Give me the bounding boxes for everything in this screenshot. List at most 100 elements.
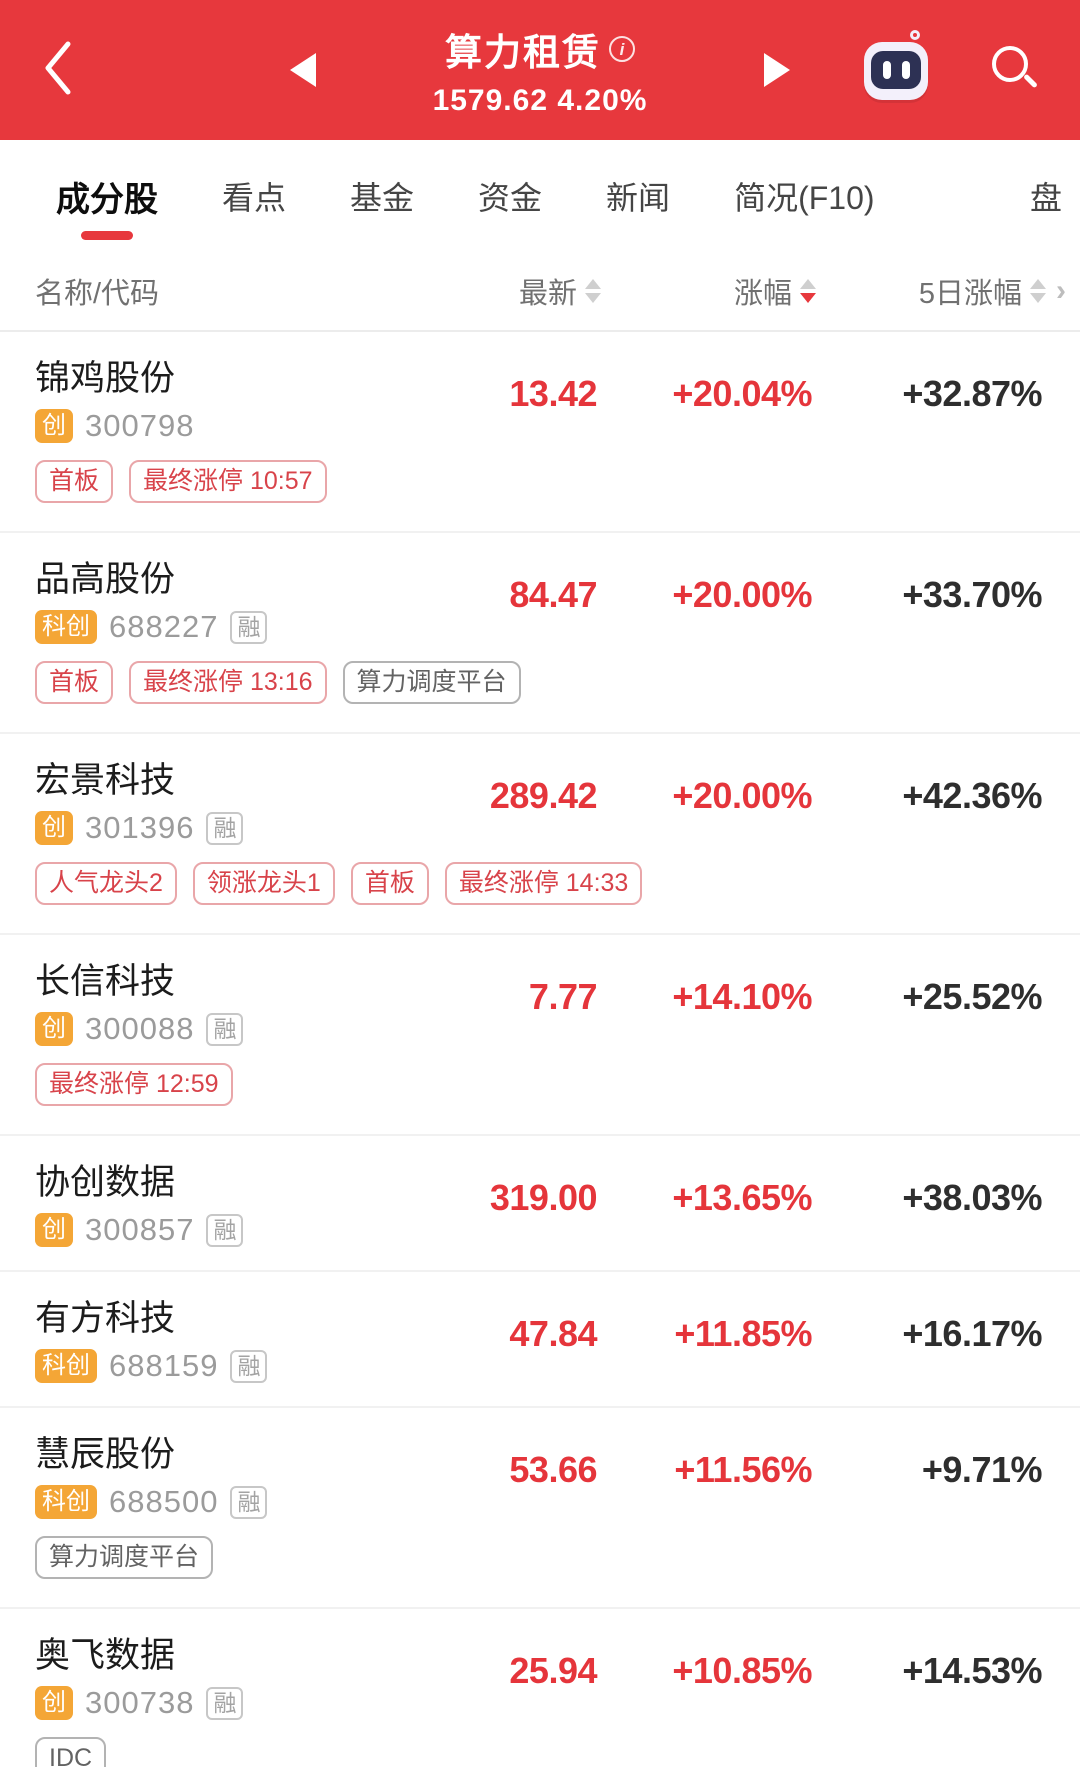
stock-name: 锦鸡股份: [35, 359, 176, 398]
change-percent: +20.00%: [672, 775, 812, 816]
change-percent: +11.56%: [674, 1449, 812, 1490]
final-limit-time-tag: 最终涨停 12:59: [35, 1063, 233, 1106]
stock-code: 688159: [109, 1348, 219, 1383]
change5d-percent: +33.70%: [902, 574, 1042, 615]
final-limit-time-tag: 最终涨停 10:57: [129, 460, 327, 503]
stock-name: 奥飞数据: [35, 1636, 176, 1675]
stock-name: 品高股份: [35, 560, 176, 599]
latest-price: 289.42: [489, 775, 598, 816]
back-icon[interactable]: [40, 38, 74, 98]
sort-icon: [585, 279, 601, 303]
stock-row[interactable]: 品高股份 科创 688227 融 首板 最终涨停 13:16 算力调度平台 84…: [0, 533, 1080, 734]
stock-row[interactable]: 有方科技 科创 688159 融 47.84 +11.85% +16.17%: [0, 1272, 1080, 1408]
tab-capital[interactable]: 资金: [478, 180, 543, 216]
stock-code: 688500: [109, 1484, 219, 1519]
change-percent: +20.04%: [672, 373, 812, 414]
stock-name: 协创数据: [35, 1163, 176, 1202]
latest-price: 53.66: [509, 1449, 597, 1490]
tab-funds[interactable]: 基金: [350, 180, 415, 216]
stock-name: 有方科技: [35, 1299, 176, 1338]
stock-row[interactable]: 宏景科技 创 301396 融 人气龙头2 领涨龙头1 首板 最终涨停 14:3…: [0, 734, 1080, 935]
concept-tag: 算力调度平台: [35, 1536, 214, 1579]
limit-up-tag: 首板: [35, 661, 114, 704]
column-change-sort[interactable]: 涨幅: [601, 270, 816, 312]
tab-market[interactable]: 盘: [1029, 180, 1062, 216]
final-limit-time-tag: 最终涨停 13:16: [129, 661, 327, 704]
latest-price: 47.84: [509, 1313, 597, 1354]
assistant-robot-icon[interactable]: [864, 30, 928, 100]
board-badge: 科创: [35, 1485, 97, 1519]
search-icon[interactable]: [992, 46, 1028, 82]
column-name-code: 名称/代码: [35, 278, 160, 310]
latest-price: 25.94: [509, 1650, 597, 1691]
tab-highlights[interactable]: 看点: [222, 180, 287, 216]
stock-row[interactable]: 协创数据 创 300857 融 319.00 +13.65% +38.03%: [0, 1136, 1080, 1272]
margin-badge: 融: [206, 1686, 244, 1720]
column-latest-sort[interactable]: 最新: [411, 270, 601, 312]
latest-price: 7.77: [528, 976, 598, 1017]
stock-code: 300857: [85, 1212, 195, 1247]
active-tab-underline: [81, 231, 133, 240]
concept-tag: IDC: [35, 1737, 107, 1767]
prev-sector-icon[interactable]: [290, 53, 316, 87]
change-percent: +13.65%: [672, 1177, 812, 1218]
change5d-percent: +14.53%: [902, 1650, 1042, 1691]
stock-code: 300798: [85, 408, 195, 443]
app-bar: 算力租赁 i 1579.62 4.20%: [0, 0, 1080, 140]
change-percent: +11.85%: [674, 1313, 812, 1354]
sort-icon-desc-active: [800, 279, 816, 303]
stock-code: 300738: [85, 1685, 195, 1720]
tab-profile-f10[interactable]: 简况(F10): [734, 180, 875, 216]
board-badge: 创: [35, 1213, 73, 1247]
change-percent: +10.85%: [672, 1650, 812, 1691]
change5d-percent: +16.17%: [902, 1313, 1042, 1354]
table-header: 名称/代码 最新 涨幅 5日涨幅 ›: [0, 252, 1080, 332]
latest-price: 13.42: [509, 373, 597, 414]
change-percent: +14.10%: [672, 976, 812, 1017]
limit-up-tag: 首板: [350, 862, 429, 905]
title-block: 算力租赁 i 1579.62 4.20%: [433, 22, 648, 118]
next-sector-icon[interactable]: [764, 53, 790, 87]
stock-code: 301396: [85, 810, 195, 845]
margin-badge: 融: [230, 1485, 268, 1519]
stock-row[interactable]: 慧辰股份 科创 688500 融 算力调度平台 53.66 +11.56% +9…: [0, 1408, 1080, 1609]
tab-constituents[interactable]: 成分股: [56, 140, 158, 252]
info-icon[interactable]: i: [609, 36, 635, 62]
board-badge: 创: [35, 811, 73, 845]
stock-row[interactable]: 奥飞数据 创 300738 融 IDC 25.94 +10.85% +14.53…: [0, 1609, 1080, 1767]
popularity-leader-tag: 人气龙头2: [35, 862, 177, 905]
column-change5d-sort[interactable]: 5日涨幅: [816, 270, 1046, 312]
stock-code: 300088: [85, 1011, 195, 1046]
change5d-percent: +9.71%: [921, 1449, 1043, 1490]
board-badge: 创: [35, 1012, 73, 1046]
sort-icon: [1030, 279, 1046, 303]
board-badge: 创: [35, 1686, 73, 1720]
board-badge: 科创: [35, 1349, 97, 1383]
stock-row[interactable]: 锦鸡股份 创 300798 首板 最终涨停 10:57 13.42 +20.04…: [0, 332, 1080, 533]
index-change: 4.20%: [557, 84, 648, 117]
more-columns-chevron-icon[interactable]: ›: [1056, 274, 1066, 307]
margin-badge: 融: [230, 610, 268, 644]
final-limit-time-tag: 最终涨停 14:33: [444, 862, 643, 905]
limit-up-tag: 首板: [35, 460, 114, 503]
stock-row[interactable]: 长信科技 创 300088 融 最终涨停 12:59 7.77 +14.10% …: [0, 935, 1080, 1136]
robot-antenna: [910, 30, 920, 40]
margin-badge: 融: [206, 811, 244, 845]
latest-price: 84.47: [509, 574, 597, 615]
page-title: 算力租赁: [445, 32, 601, 73]
robot-face: [871, 51, 921, 89]
change5d-percent: +25.52%: [902, 976, 1042, 1017]
stock-code: 688227: [109, 609, 219, 644]
stock-name: 慧辰股份: [35, 1435, 176, 1474]
margin-badge: 融: [206, 1213, 244, 1247]
gain-leader-tag: 领涨龙头1: [192, 862, 335, 905]
latest-price: 319.00: [489, 1177, 598, 1218]
concept-tag: 算力调度平台: [342, 661, 521, 704]
tab-news[interactable]: 新闻: [606, 180, 671, 216]
board-badge: 科创: [35, 610, 97, 644]
margin-badge: 融: [206, 1012, 244, 1046]
stock-list: 锦鸡股份 创 300798 首板 最终涨停 10:57 13.42 +20.04…: [0, 332, 1080, 1767]
change5d-percent: +32.87%: [902, 373, 1042, 414]
stock-name: 长信科技: [35, 962, 176, 1001]
margin-badge: 融: [230, 1349, 268, 1383]
